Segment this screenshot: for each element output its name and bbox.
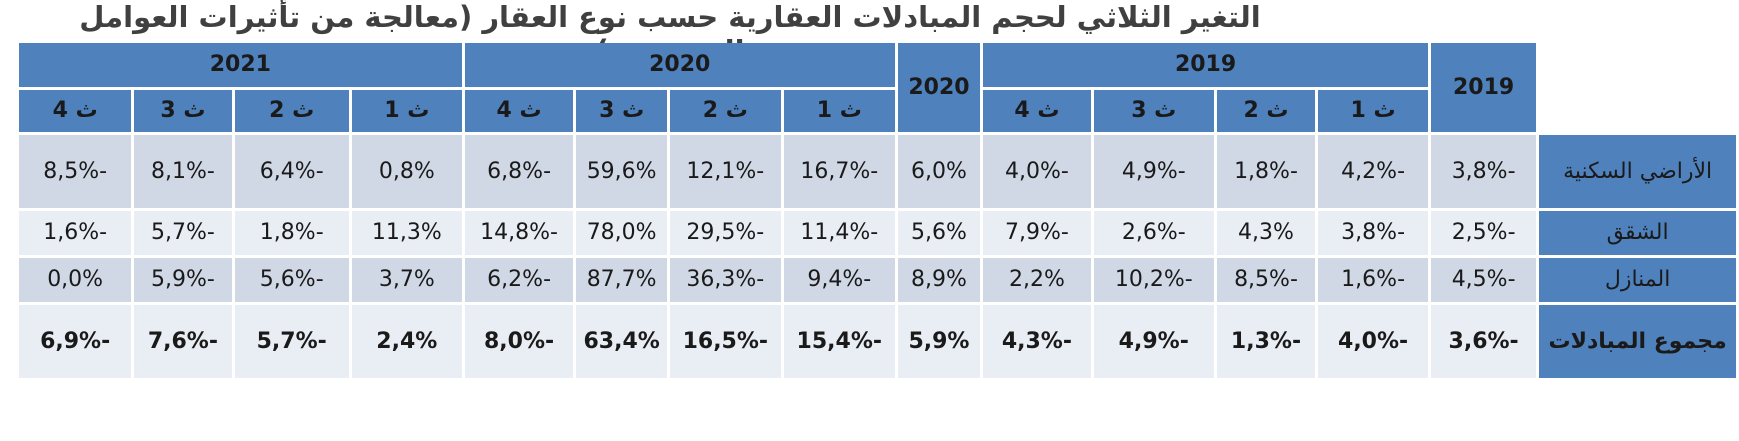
- cell-2021-q4: 0,0%: [19, 258, 132, 302]
- cell-2020-q1: -9,4%: [783, 258, 895, 302]
- cell-2019-q2: -8,5%: [1216, 258, 1316, 302]
- header-group-2019: 2019: [983, 43, 1428, 87]
- header-quarter: ث 2: [669, 90, 781, 132]
- cell-2020-q4: -6,2%: [464, 258, 574, 302]
- cell-annual-2019: -3,8%: [1431, 135, 1537, 208]
- header-corner: [1539, 43, 1736, 132]
- cell-2019-q3: -2,6%: [1093, 211, 1214, 255]
- cell-annual-2020: 5,6%: [897, 211, 981, 255]
- header-group-2020: 2020: [464, 43, 895, 87]
- header-quarter: ث 4: [983, 90, 1091, 132]
- cell-2020-q2: -29,5%: [669, 211, 781, 255]
- cell-2020-q4: -8,0%: [464, 305, 574, 378]
- cell-annual-2020: 8,9%: [897, 258, 981, 302]
- row-label: المنازل: [1539, 258, 1736, 302]
- cell-annual-2019: -4,5%: [1431, 258, 1537, 302]
- cell-2019-q2: 4,3%: [1216, 211, 1316, 255]
- header-row-years: 2019 2019 2020 2020 2021: [19, 43, 1736, 132]
- header-quarter: ث 2: [234, 90, 349, 132]
- cell-2019-q1: -3,8%: [1318, 211, 1428, 255]
- cell-2019-q1: -4,2%: [1318, 135, 1428, 208]
- cell-2019-q4: -4,0%: [983, 135, 1091, 208]
- table-row-total: مجموع المبادلات -3,6% -4,0% -1,3% -4,9% …: [19, 305, 1736, 378]
- cell-2021-q4: -6,9%: [19, 305, 132, 378]
- cell-2019-q3: -4,9%: [1093, 135, 1214, 208]
- header-annual-2020: 2020: [897, 43, 981, 132]
- header-quarter: ث 1: [1318, 90, 1428, 132]
- row-label: الأراضي السكنية: [1539, 135, 1736, 208]
- cell-2020-q1: -15,4%: [783, 305, 895, 378]
- row-label: مجموع المبادلات: [1539, 305, 1736, 378]
- header-quarter: ث 1: [783, 90, 895, 132]
- cell-2021-q3: -5,9%: [134, 258, 232, 302]
- cell-2019-q1: -1,6%: [1318, 258, 1428, 302]
- table-row-apartments: الشقق -2,5% -3,8% 4,3% -2,6% -7,9% 5,6% …: [19, 211, 1736, 255]
- cell-2021-q2: -6,4%: [234, 135, 349, 208]
- cell-2021-q1: 0,8%: [351, 135, 462, 208]
- cell-2020-q1: -16,7%: [783, 135, 895, 208]
- cell-2019-q3: -10,2%: [1093, 258, 1214, 302]
- cell-annual-2020: 5,9%: [897, 305, 981, 378]
- cell-2021-q2: -1,8%: [234, 211, 349, 255]
- cell-2021-q4: -8,5%: [19, 135, 132, 208]
- cell-2020-q4: -6,8%: [464, 135, 574, 208]
- cell-2020-q3: 78,0%: [576, 211, 667, 255]
- cell-annual-2019: -2,5%: [1431, 211, 1537, 255]
- header-quarter: ث 1: [351, 90, 462, 132]
- cell-2020-q2: -36,3%: [669, 258, 781, 302]
- cell-2021-q1: 11,3%: [351, 211, 462, 255]
- header-quarter: ث 4: [464, 90, 574, 132]
- cell-2021-q3: -7,6%: [134, 305, 232, 378]
- cell-2020-q3: 63,4%: [576, 305, 667, 378]
- row-label: الشقق: [1539, 211, 1736, 255]
- table-row-residential-land: الأراضي السكنية -3,8% -4,2% -1,8% -4,9% …: [19, 135, 1736, 208]
- header-annual-2019: 2019: [1431, 43, 1537, 132]
- cell-2020-q4: -14,8%: [464, 211, 574, 255]
- header-quarter: ث 4: [19, 90, 132, 132]
- header-quarter: ث 3: [1093, 90, 1214, 132]
- cell-2019-q4: -7,9%: [983, 211, 1091, 255]
- cell-2019-q2: -1,8%: [1216, 135, 1316, 208]
- cell-2021-q1: 2,4%: [351, 305, 462, 378]
- header-row-quarters: ث 1 ث 2 ث 3 ث 4 ث 1 ث 2 ث 3 ث 4 ث 1 ث 2 …: [19, 90, 1736, 132]
- table-row-houses: المنازل -4,5% -1,6% -8,5% -10,2% 2,2% 8,…: [19, 258, 1736, 302]
- cell-2020-q1: -11,4%: [783, 211, 895, 255]
- cell-2019-q2: -1,3%: [1216, 305, 1316, 378]
- cell-2020-q3: 87,7%: [576, 258, 667, 302]
- cell-2021-q3: -8,1%: [134, 135, 232, 208]
- cell-2019-q4: -4,3%: [983, 305, 1091, 378]
- header-quarter: ث 3: [576, 90, 667, 132]
- cell-2021-q4: -1,6%: [19, 211, 132, 255]
- header-quarter: ث 3: [134, 90, 232, 132]
- header-quarter: ث 2: [1216, 90, 1316, 132]
- cell-2019-q3: -4,9%: [1093, 305, 1214, 378]
- cell-annual-2019: -3,6%: [1431, 305, 1537, 378]
- cell-2021-q2: -5,7%: [234, 305, 349, 378]
- cell-2019-q1: -4,0%: [1318, 305, 1428, 378]
- transactions-table: 2019 2019 2020 2020 2021 ث 1 ث 2 ث 3 ث 4…: [16, 40, 1739, 381]
- cell-2020-q3: 59,6%: [576, 135, 667, 208]
- cell-2020-q2: -12,1%: [669, 135, 781, 208]
- cell-2021-q1: 3,7%: [351, 258, 462, 302]
- cell-2020-q2: -16,5%: [669, 305, 781, 378]
- cell-2021-q3: -5,7%: [134, 211, 232, 255]
- cell-annual-2020: 6,0%: [897, 135, 981, 208]
- cell-2019-q4: 2,2%: [983, 258, 1091, 302]
- cell-2021-q2: -5,6%: [234, 258, 349, 302]
- header-group-2021: 2021: [19, 43, 462, 87]
